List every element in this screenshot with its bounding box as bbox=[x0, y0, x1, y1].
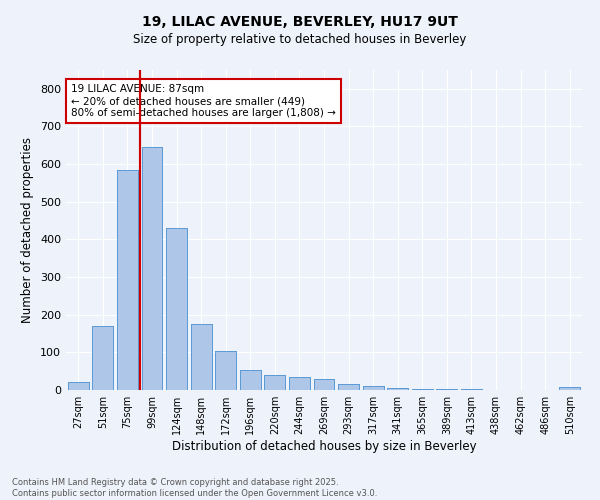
Text: 19 LILAC AVENUE: 87sqm
← 20% of detached houses are smaller (449)
80% of semi-de: 19 LILAC AVENUE: 87sqm ← 20% of detached… bbox=[71, 84, 336, 117]
Bar bbox=[117, 170, 138, 390]
Bar bbox=[412, 389, 433, 390]
Bar bbox=[338, 384, 359, 390]
Bar bbox=[68, 382, 89, 390]
Bar bbox=[92, 326, 113, 390]
Bar bbox=[559, 388, 580, 390]
Bar bbox=[215, 351, 236, 390]
Bar bbox=[559, 388, 580, 390]
Bar bbox=[314, 380, 334, 390]
Bar bbox=[142, 147, 163, 390]
Text: Size of property relative to detached houses in Beverley: Size of property relative to detached ho… bbox=[133, 32, 467, 46]
Bar bbox=[362, 386, 383, 390]
Bar bbox=[68, 382, 89, 390]
Bar bbox=[191, 324, 212, 390]
Text: 19, LILAC AVENUE, BEVERLEY, HU17 9UT: 19, LILAC AVENUE, BEVERLEY, HU17 9UT bbox=[142, 15, 458, 29]
Bar bbox=[461, 389, 482, 390]
Bar bbox=[289, 377, 310, 390]
Bar bbox=[265, 375, 286, 390]
Bar bbox=[240, 370, 261, 390]
Bar bbox=[240, 370, 261, 390]
Bar bbox=[314, 380, 334, 390]
Bar bbox=[265, 375, 286, 390]
Y-axis label: Number of detached properties: Number of detached properties bbox=[22, 137, 34, 323]
Bar bbox=[142, 147, 163, 390]
Bar bbox=[289, 377, 310, 390]
Bar bbox=[166, 228, 187, 390]
Bar bbox=[92, 326, 113, 390]
Bar bbox=[436, 389, 457, 390]
Bar bbox=[166, 228, 187, 390]
Text: Contains HM Land Registry data © Crown copyright and database right 2025.
Contai: Contains HM Land Registry data © Crown c… bbox=[12, 478, 377, 498]
Bar bbox=[387, 388, 408, 390]
Bar bbox=[461, 389, 482, 390]
Bar bbox=[362, 386, 383, 390]
Bar bbox=[117, 170, 138, 390]
Bar bbox=[436, 389, 457, 390]
Bar bbox=[191, 324, 212, 390]
X-axis label: Distribution of detached houses by size in Beverley: Distribution of detached houses by size … bbox=[172, 440, 476, 453]
Bar bbox=[215, 351, 236, 390]
Bar bbox=[412, 389, 433, 390]
Bar bbox=[387, 388, 408, 390]
Bar bbox=[338, 384, 359, 390]
